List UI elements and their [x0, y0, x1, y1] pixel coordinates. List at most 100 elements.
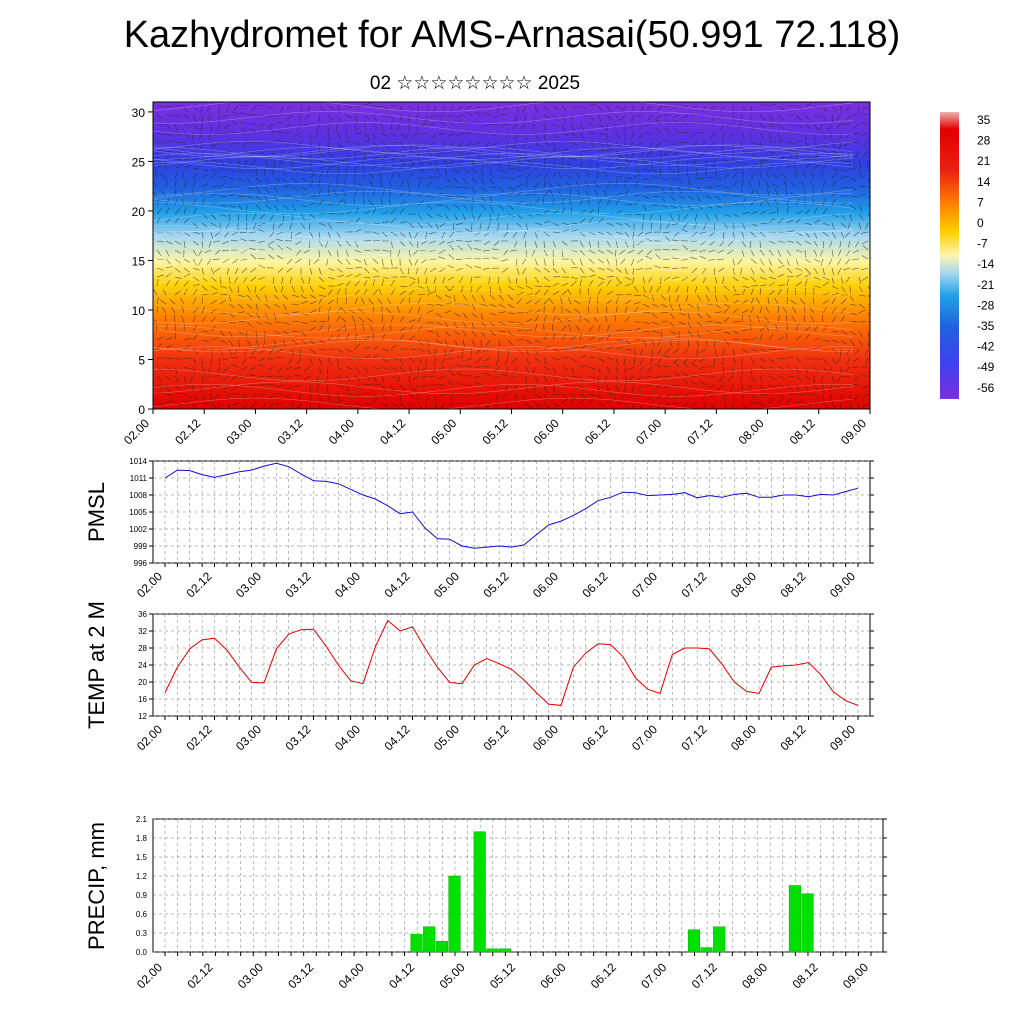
wind-barb — [474, 375, 482, 378]
wind-barb — [579, 384, 585, 391]
wind-barb — [480, 168, 484, 176]
wind-barb — [759, 222, 768, 224]
wind-barb — [663, 114, 671, 117]
wind-barb — [524, 150, 527, 158]
streamline — [153, 260, 854, 273]
wind-barb — [827, 123, 833, 130]
streamline — [153, 311, 854, 324]
wind-barb — [174, 276, 182, 279]
wind-barb — [822, 267, 825, 275]
wind-barb — [543, 384, 547, 392]
wind-barb — [732, 285, 737, 293]
wind-barb — [424, 267, 428, 275]
wind-barb — [642, 285, 646, 293]
wind-barb — [291, 177, 298, 184]
wind-barb — [831, 357, 837, 364]
wind-barb — [309, 309, 317, 314]
wind-barb — [417, 276, 420, 284]
wind-barb — [642, 311, 650, 314]
wind-barb — [573, 299, 581, 305]
wind-barb — [174, 375, 179, 383]
wind-barb — [701, 267, 707, 275]
colorbar-label: 7 — [977, 195, 984, 209]
wind-barb — [636, 141, 644, 146]
wind-barb — [471, 186, 476, 194]
wind-barb — [476, 357, 482, 364]
wind-barb — [399, 200, 406, 206]
wind-barb — [655, 141, 662, 148]
wind-barb — [249, 141, 257, 144]
wind-barb — [699, 114, 707, 117]
wind-barb — [714, 195, 721, 201]
wind-barb — [765, 324, 770, 332]
wind-barb — [543, 161, 545, 170]
wind-barb — [363, 346, 371, 350]
wind-barb — [309, 285, 314, 293]
wind-barb — [255, 294, 261, 301]
wind-barb — [309, 267, 313, 275]
wind-barb — [258, 130, 266, 134]
wind-barb — [465, 111, 473, 116]
wind-barb — [837, 249, 842, 257]
wind-barb — [570, 375, 578, 378]
wind-barb — [741, 132, 745, 140]
wind-barb — [678, 303, 682, 311]
wind-barb — [552, 375, 558, 382]
wind-barb — [768, 375, 776, 380]
wind-barb — [444, 294, 452, 299]
wind-barb — [435, 321, 443, 326]
wind-barb — [307, 105, 311, 113]
wind-barb — [408, 249, 411, 257]
wind-barb — [259, 285, 266, 292]
wind-barb — [227, 393, 230, 401]
wind-barb — [372, 354, 380, 359]
wind-barb — [867, 159, 869, 168]
wind-barb — [181, 171, 185, 179]
wind-barb — [417, 402, 422, 409]
wind-barb — [732, 159, 740, 164]
wind-barb — [246, 312, 253, 318]
wind-barb — [570, 229, 578, 233]
temp-y-tick-label: 28 — [138, 644, 147, 653]
wind-barb — [489, 312, 497, 316]
wind-barb — [390, 123, 393, 131]
wind-barb — [363, 189, 365, 197]
wind-barb — [534, 141, 541, 147]
wind-barb — [381, 324, 385, 332]
wind-barb — [714, 177, 722, 181]
wind-barb — [498, 285, 502, 293]
wind-barb — [543, 258, 546, 266]
wind-barb — [732, 308, 739, 314]
wind-barb — [690, 114, 698, 116]
wind-barb — [483, 267, 491, 270]
heatmap-y-tick-label: 20 — [132, 205, 146, 219]
wind-barb — [714, 348, 717, 356]
wind-barb — [183, 105, 188, 113]
wind-barb — [378, 171, 383, 179]
wind-barb — [624, 189, 629, 197]
wind-barb — [631, 150, 635, 158]
wind-barb — [619, 249, 626, 255]
wind-barb — [156, 384, 164, 388]
wind-barb — [201, 198, 206, 206]
wind-barb — [267, 123, 275, 128]
wind-barb — [243, 402, 248, 409]
wind-barb — [606, 212, 614, 215]
wind-barb — [237, 195, 245, 197]
wind-barb — [673, 128, 680, 134]
wind-barb — [228, 312, 235, 318]
wind-barb — [641, 150, 644, 158]
wind-barb — [786, 219, 794, 224]
wind-barb — [309, 384, 312, 392]
wind-barb — [615, 384, 620, 392]
wind-barb — [759, 141, 763, 149]
wind-barb — [174, 366, 178, 374]
wind-barb — [496, 105, 500, 113]
wind-barb — [691, 141, 698, 147]
wind-barb — [408, 172, 414, 179]
wind-barb — [273, 159, 276, 167]
wind-barb — [264, 177, 271, 184]
wind-barb — [534, 240, 538, 248]
wind-barb — [397, 171, 401, 179]
wind-barb — [165, 266, 173, 269]
